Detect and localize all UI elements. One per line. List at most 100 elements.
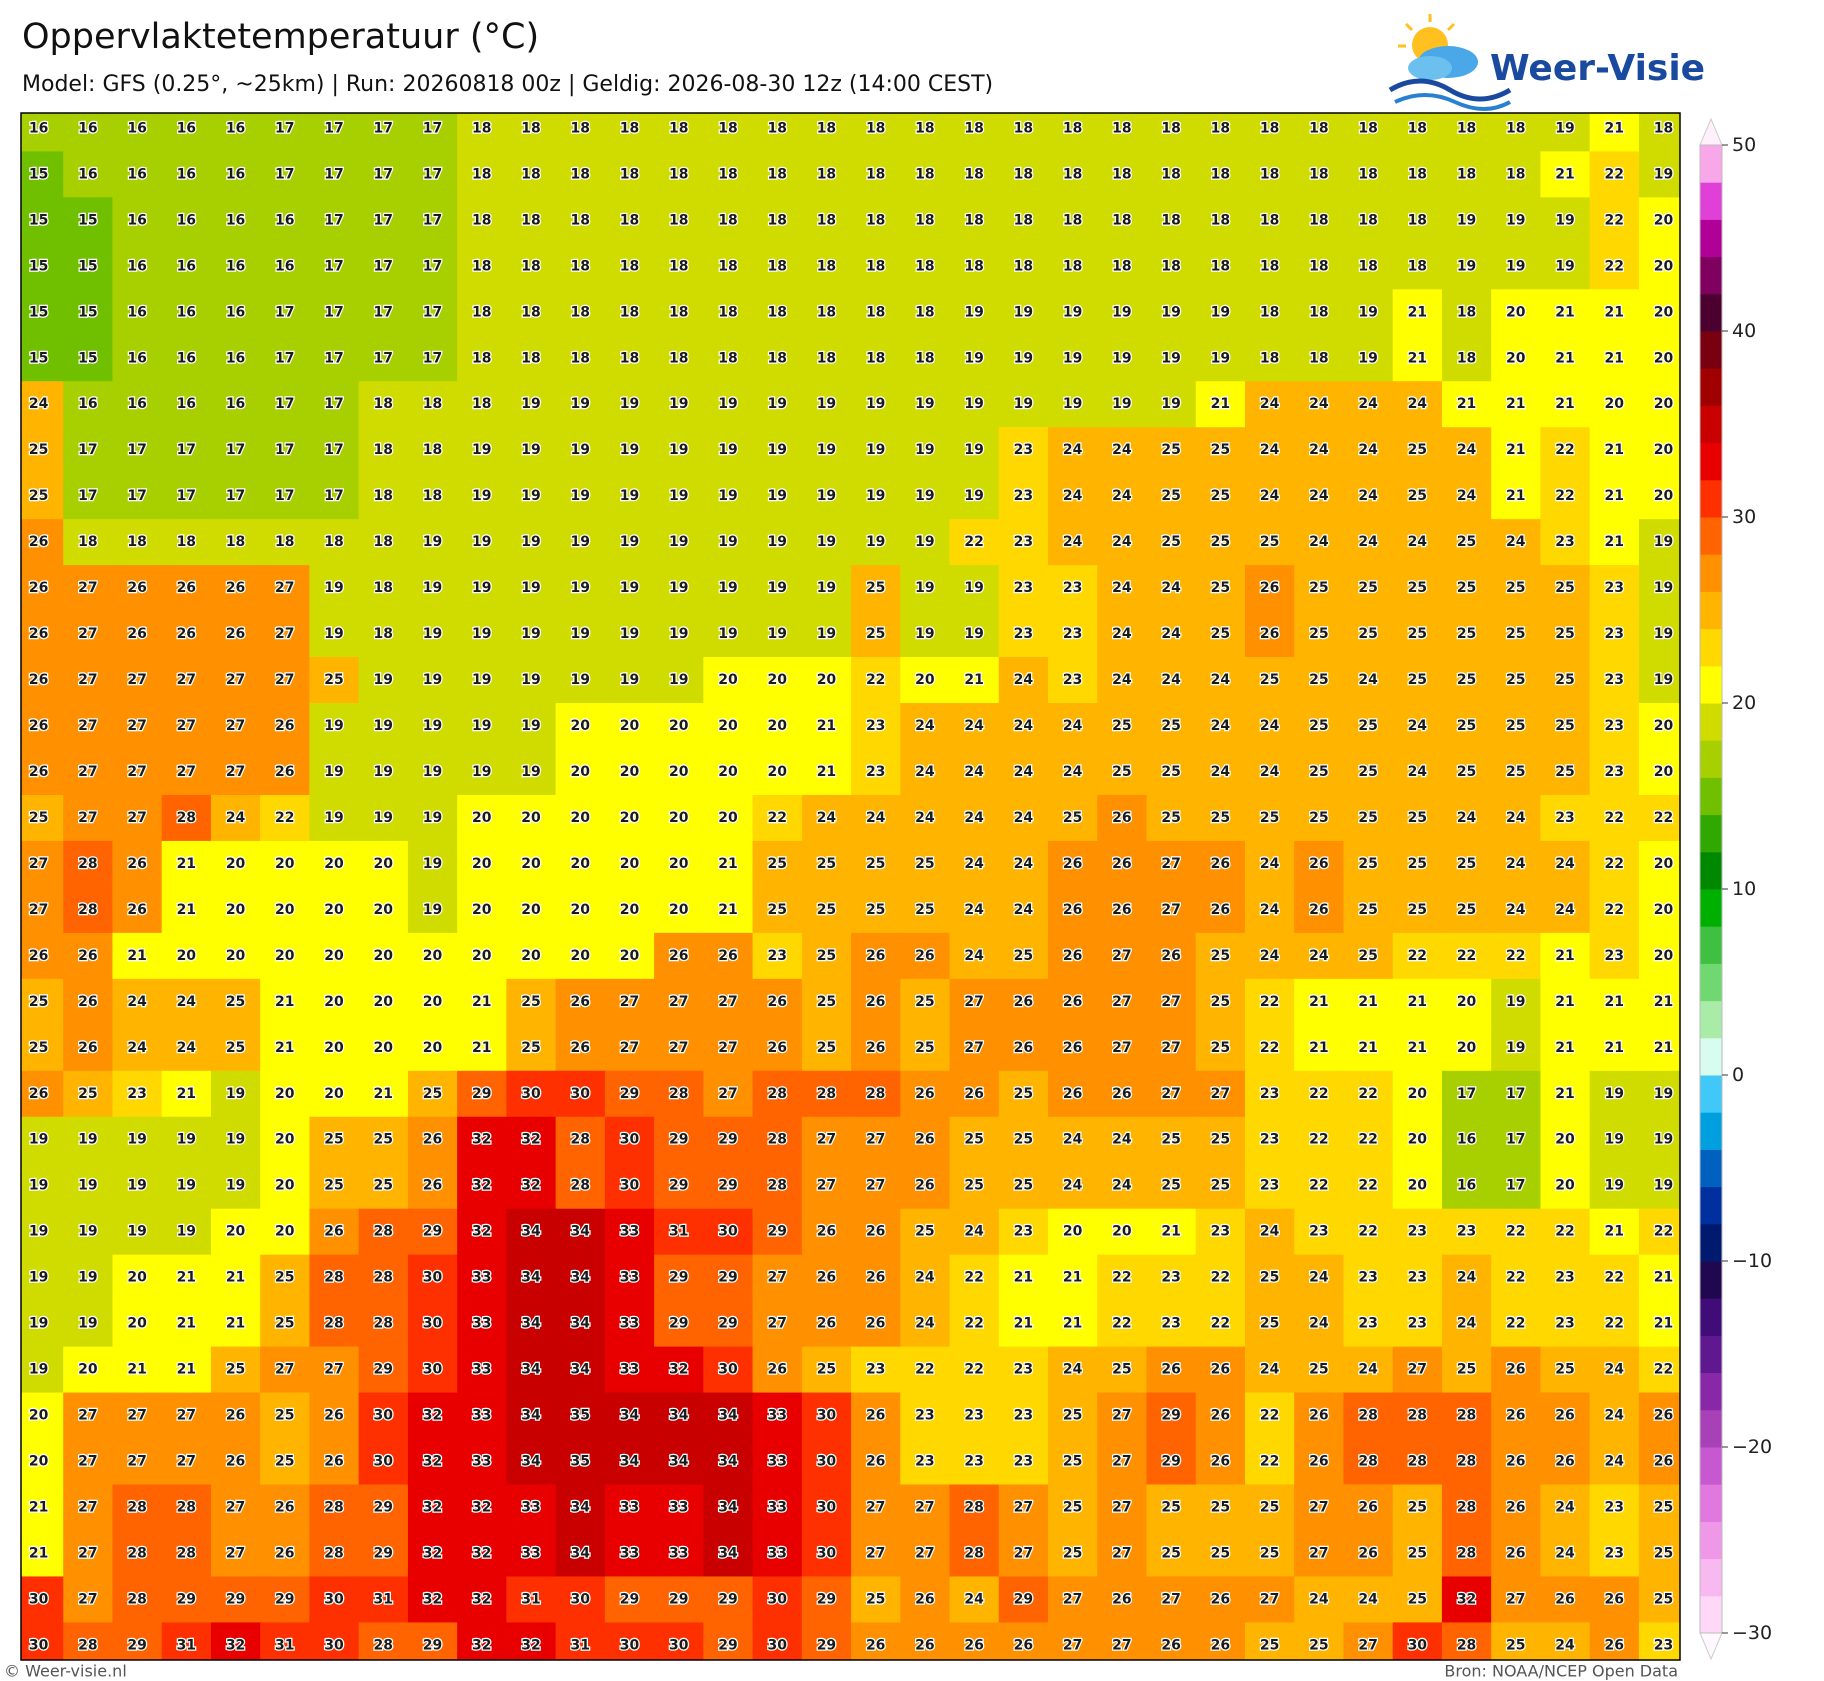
temperature-cell bbox=[63, 1484, 114, 1532]
temperature-label: 26 bbox=[1309, 902, 1328, 918]
temperature-label: 20 bbox=[669, 718, 689, 734]
temperature-cell bbox=[1294, 703, 1345, 750]
temperature-label: 24 bbox=[1309, 1316, 1329, 1332]
temperature-cell bbox=[1441, 703, 1492, 750]
temperature-cell bbox=[1294, 335, 1345, 382]
temperature-label: 17 bbox=[423, 212, 442, 228]
temperature-label: 23 bbox=[1358, 1270, 1377, 1286]
temperature-label: 22 bbox=[1605, 166, 1624, 182]
temperature-label: 19 bbox=[669, 534, 688, 550]
temperature-cell bbox=[801, 113, 852, 152]
temperature-cell bbox=[358, 289, 409, 336]
temperature-cell bbox=[407, 113, 458, 152]
temperature-label: 19 bbox=[472, 764, 491, 780]
temperature-cell bbox=[1540, 611, 1591, 658]
temperature-label: 22 bbox=[1506, 1316, 1525, 1332]
temperature-label: 15 bbox=[29, 258, 48, 274]
temperature-label: 26 bbox=[1506, 1545, 1525, 1561]
temperature-cell bbox=[407, 473, 458, 520]
temperature-label: 20 bbox=[1654, 304, 1674, 320]
temperature-cell bbox=[260, 1116, 311, 1164]
temperature-cell bbox=[407, 978, 458, 1026]
temperature-label: 26 bbox=[1161, 1637, 1180, 1653]
temperature-label: 32 bbox=[669, 1362, 688, 1378]
temperature-label: 26 bbox=[78, 994, 97, 1010]
temperature-label: 25 bbox=[1211, 948, 1230, 964]
temperature-label: 16 bbox=[226, 350, 245, 366]
temperature-label: 26 bbox=[1063, 902, 1082, 918]
temperature-cell bbox=[900, 1300, 951, 1348]
temperature-cell bbox=[851, 1484, 901, 1532]
temperature-label: 21 bbox=[1358, 1040, 1377, 1056]
temperature-cell bbox=[555, 335, 606, 382]
temperature-label: 18 bbox=[620, 258, 639, 274]
temperature-label: 33 bbox=[620, 1545, 639, 1561]
temperature-label: 26 bbox=[817, 1316, 836, 1332]
temperature-cell bbox=[703, 1162, 754, 1210]
temperature-label: 20 bbox=[570, 718, 590, 734]
temperature-cell bbox=[1638, 978, 1680, 1026]
temperature-cell bbox=[900, 197, 951, 244]
temperature-label: 32 bbox=[423, 1545, 442, 1561]
temperature-label: 20 bbox=[1063, 1224, 1083, 1240]
temperature-cell bbox=[851, 840, 901, 888]
temperature-label: 34 bbox=[620, 1454, 640, 1470]
temperature-cell bbox=[555, 289, 606, 336]
temperature-label: 25 bbox=[1260, 1500, 1279, 1516]
temperature-label: 31 bbox=[177, 1637, 196, 1653]
temperature-label: 16 bbox=[1457, 1132, 1476, 1148]
temperature-cell bbox=[1441, 197, 1492, 244]
temperature-label: 25 bbox=[1309, 626, 1328, 642]
temperature-label: 18 bbox=[669, 120, 688, 136]
temperature-cell bbox=[1294, 381, 1345, 428]
temperature-label: 29 bbox=[669, 1316, 688, 1332]
temperature-label: 20 bbox=[29, 1408, 49, 1424]
temperature-label: 28 bbox=[767, 1086, 786, 1102]
temperature-cell bbox=[1491, 748, 1542, 796]
temperature-label: 22 bbox=[1605, 212, 1624, 228]
temperature-label: 21 bbox=[964, 672, 983, 688]
temperature-cell bbox=[1491, 703, 1542, 750]
temperature-label: 33 bbox=[620, 1224, 639, 1240]
temperature-label: 18 bbox=[177, 534, 196, 550]
temperature-cell bbox=[21, 748, 64, 796]
temperature-cell bbox=[1491, 886, 1542, 934]
colorbar-band bbox=[1700, 256, 1722, 295]
temperature-cell bbox=[1146, 243, 1197, 290]
temperature-cell bbox=[210, 1116, 261, 1164]
temperature-label: 28 bbox=[866, 1086, 885, 1102]
temperature-label: 19 bbox=[570, 442, 589, 458]
temperature-label: 21 bbox=[817, 718, 836, 734]
temperature-cell bbox=[161, 565, 212, 612]
temperature-cell bbox=[1048, 840, 1098, 888]
temperature-cell bbox=[1146, 151, 1197, 198]
temperature-label: 25 bbox=[1309, 718, 1328, 734]
temperature-label: 18 bbox=[964, 120, 983, 136]
temperature-label: 33 bbox=[767, 1408, 786, 1424]
temperature-label: 24 bbox=[1211, 764, 1231, 780]
temperature-label: 25 bbox=[1408, 1500, 1427, 1516]
temperature-cell bbox=[1294, 611, 1345, 658]
temperature-label: 21 bbox=[1605, 1224, 1624, 1240]
temperature-label: 19 bbox=[1358, 350, 1377, 366]
temperature-label: 19 bbox=[915, 442, 934, 458]
temperature-cell bbox=[1294, 113, 1345, 152]
temperature-label: 19 bbox=[1063, 304, 1082, 320]
temperature-cell bbox=[260, 113, 311, 152]
temperature-label: 19 bbox=[423, 902, 442, 918]
temperature-label: 19 bbox=[570, 488, 589, 504]
temperature-cell bbox=[63, 113, 114, 152]
temperature-label: 23 bbox=[1014, 1408, 1033, 1424]
temperature-cell bbox=[752, 1484, 803, 1532]
temperature-label: 24 bbox=[1260, 396, 1280, 412]
temperature-cell bbox=[654, 1254, 704, 1302]
temperature-label: 21 bbox=[1605, 304, 1624, 320]
temperature-cell bbox=[1195, 748, 1246, 796]
temperature-label: 26 bbox=[1161, 1362, 1180, 1378]
temperature-label: 18 bbox=[866, 120, 885, 136]
temperature-cell bbox=[998, 794, 1049, 842]
temperature-label: 27 bbox=[78, 810, 97, 826]
temperature-cell bbox=[998, 335, 1049, 382]
temperature-label: 25 bbox=[1260, 810, 1279, 826]
temperature-label: 24 bbox=[1408, 718, 1428, 734]
